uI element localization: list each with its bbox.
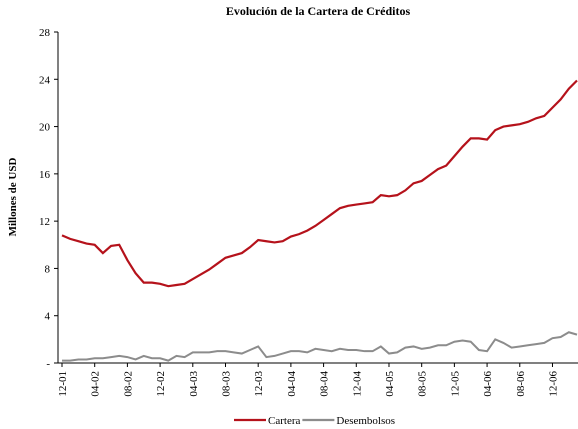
y-tick-label: 4: [45, 311, 51, 323]
x-tick-label: 12-02: [155, 371, 167, 397]
x-tick-label: 04-03: [188, 371, 200, 397]
x-tick-label: 08-06: [515, 371, 527, 397]
x-tick-label: 12-03: [253, 371, 265, 397]
y-tick-label: 20: [39, 122, 51, 134]
y-tick-label: 12: [39, 216, 50, 228]
line-series: [61, 79, 578, 288]
x-tick-label: 04-04: [286, 371, 298, 397]
x-tick-label: 08-05: [417, 371, 429, 397]
x-tick-label: 04-02: [90, 371, 102, 397]
x-tick-label: 12-05: [449, 371, 461, 397]
x-tick-label: 08-02: [122, 371, 134, 397]
chart-title: Evolución de la Cartera de Créditos: [226, 4, 411, 18]
line-series: [62, 331, 578, 362]
x-tick-label: 12-04: [351, 371, 363, 397]
y-tick-label: 24: [39, 74, 51, 86]
y-tick-label: 8: [45, 263, 51, 275]
legend-label: Desembolsos: [336, 415, 395, 427]
x-tick-label: 12-06: [547, 371, 559, 397]
y-axis-label: Millones de USD: [7, 158, 19, 237]
x-tick-label: 12-01: [57, 371, 69, 397]
y-tick-label: -: [46, 358, 50, 370]
x-tick-label: 08-03: [220, 371, 232, 397]
x-tick-label: 04-05: [384, 371, 396, 397]
y-tick-label: 16: [39, 169, 51, 181]
x-tick-label: 08-04: [319, 371, 331, 397]
y-tick-label: 28: [39, 27, 51, 39]
legend-label: Cartera: [268, 415, 300, 427]
x-tick-label: 04-06: [482, 371, 494, 397]
